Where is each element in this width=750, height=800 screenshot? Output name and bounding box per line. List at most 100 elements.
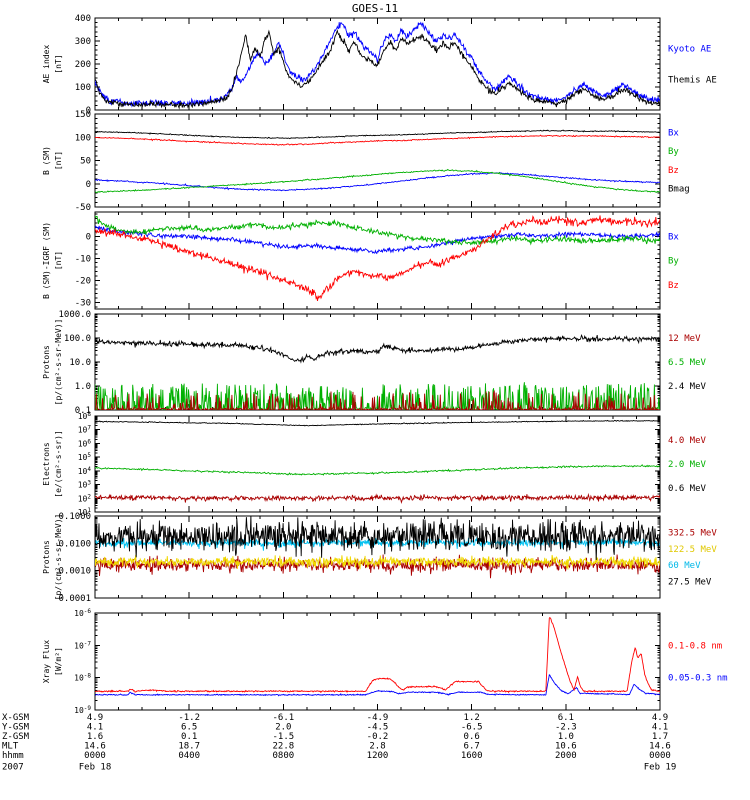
y-tick-label: 1.0 xyxy=(75,382,91,392)
series-by xyxy=(95,215,660,246)
axis-row-value: -4.9 xyxy=(367,713,389,723)
y-axis-label: Protons xyxy=(42,540,51,574)
panel-ae-index: 0 100 200 300 400 Kyoto AE Themis AE AE index [n… xyxy=(42,14,717,116)
y-tick-label: 0.0100 xyxy=(58,539,91,549)
y-tick-label: 50 xyxy=(80,157,91,167)
first-date-label: Feb 18 xyxy=(79,763,112,773)
legend-6.5-mev: 6.5 MeV xyxy=(668,358,707,368)
axis-row-value: 6.1 xyxy=(558,713,574,723)
series-bx xyxy=(95,172,660,192)
axis-row-value: 6.5 xyxy=(181,723,197,733)
series-0.6-mev xyxy=(95,419,660,427)
axis-row-value: 18.7 xyxy=(178,742,200,752)
panel-axes xyxy=(94,515,661,599)
y-tick-label: 10-8 xyxy=(74,673,91,683)
legend-332.5-mev: 332.5 MeV xyxy=(668,528,717,538)
series-4.0-mev xyxy=(95,492,660,505)
y-axis-label: Electrons xyxy=(42,442,51,486)
series-bmag xyxy=(95,129,660,140)
y-axis-units: [p/(cm²-s-sr-MeV)] xyxy=(54,514,63,601)
legend-2.0-mev: 2.0 MeV xyxy=(668,460,707,470)
series-332.5-mev xyxy=(95,554,660,579)
y-tick-label: 0.1000 xyxy=(58,512,91,522)
axis-row-value: -1.2 xyxy=(178,713,200,723)
axis-row-value: 14.6 xyxy=(649,742,671,752)
y-tick-label: 1000.0 xyxy=(58,310,91,320)
axis-row-label: Z-GSM xyxy=(2,732,30,742)
legend-themis-ae: Themis AE xyxy=(668,75,717,85)
legend-2.4-mev: 2.4 MeV xyxy=(668,382,707,392)
y-tick-label: 106 xyxy=(78,438,92,448)
y-tick-label: 0 xyxy=(86,180,91,190)
axis-row-value: -1.5 xyxy=(272,732,294,742)
axis-row-value: 0800 xyxy=(272,751,294,761)
year-label: 2007 xyxy=(2,763,24,773)
y-axis-units: [e/(cm²-s-sr)] xyxy=(54,430,63,497)
axis-row-value: 10.6 xyxy=(555,742,577,752)
last-date-label: Feb 19 xyxy=(644,763,677,773)
legend-60-mev: 60 MeV xyxy=(668,561,701,571)
y-axis-label: Protons xyxy=(42,345,51,379)
legend-122.5-mev: 122.5 MeV xyxy=(668,545,717,555)
y-tick-label: 103 xyxy=(78,480,92,490)
series-2.4-mev xyxy=(95,334,660,364)
legend-0.6-mev: 0.6 MeV xyxy=(668,484,707,494)
panel-b-sm-igrf: -30 -20 -10 0 Bx By Bz B (SM)-IGRF (SM) [nT] xyxy=(42,211,679,310)
axis-row-value: 0000 xyxy=(84,751,106,761)
series-0.05-0.3-nm xyxy=(95,674,660,697)
y-axis-label: Xray Flux xyxy=(42,640,51,684)
legend-bz: Bz xyxy=(668,281,679,291)
axis-row-value: -2.3 xyxy=(555,723,577,733)
series-122.5-mev xyxy=(95,554,660,570)
legend-0.1-0.8-nm: 0.1-0.8 nm xyxy=(668,641,722,651)
legend-by: By xyxy=(668,257,679,267)
axis-row-value: 4.1 xyxy=(87,723,103,733)
axis-row-value: 4.1 xyxy=(652,723,668,733)
legend-bmag: Bmag xyxy=(668,184,690,194)
axis-row-label: MLT xyxy=(2,742,19,752)
y-tick-label: 0.1 xyxy=(75,406,91,416)
y-tick-label: 150 xyxy=(75,110,91,120)
legend-kyoto-ae: Kyoto AE xyxy=(668,45,711,55)
legend-4.0-mev: 4.0 MeV xyxy=(668,436,707,446)
axis-row-value: 1.2 xyxy=(464,713,480,723)
y-tick-label: 10-7 xyxy=(74,640,91,650)
y-tick-label: 0 xyxy=(86,232,91,242)
panel-xray-flux: 10-9 10-8 10-7 10-6 0.1-0.8 nm 0.05-0.3 nm Xra… xyxy=(42,608,728,715)
y-tick-label: 104 xyxy=(78,466,92,476)
y-tick-label: 108 xyxy=(78,411,92,421)
legend-0.05-0.3-nm: 0.05-0.3 nm xyxy=(668,674,728,684)
axis-row-value: 0400 xyxy=(178,751,200,761)
panel-axes xyxy=(94,612,661,711)
series-bx xyxy=(95,225,660,255)
series-bz xyxy=(95,215,660,301)
axis-row-value: 0000 xyxy=(649,751,671,761)
y-axis-label: B (SM)-IGRF (SM) xyxy=(42,222,51,299)
axis-row-label: Y-GSM xyxy=(2,723,30,733)
panel-axes xyxy=(94,211,661,310)
y-axis-label: AE index xyxy=(42,45,51,84)
y-tick-label: 400 xyxy=(75,14,91,24)
y-tick-label: -10 xyxy=(75,254,91,264)
y-axis-units: [nT] xyxy=(54,151,63,170)
y-axis-units: [p/(cm²-s-sr-MeV)] xyxy=(54,319,63,406)
axis-row-value: 1200 xyxy=(367,751,389,761)
series-themis-ae xyxy=(95,29,660,110)
legend-bz: Bz xyxy=(668,166,679,176)
legend-bx: Bx xyxy=(668,129,679,139)
axis-row-value: 6.7 xyxy=(464,742,480,752)
axis-row-value: 0.6 xyxy=(464,732,480,742)
series-60-mev xyxy=(95,537,660,551)
y-tick-label: 10-9 xyxy=(74,705,91,715)
legend-bx: Bx xyxy=(668,232,679,242)
axis-row-value: 1.7 xyxy=(652,732,668,742)
panel-axes xyxy=(94,113,661,208)
y-tick-label: 0.0010 xyxy=(58,567,91,577)
series-27.5-mev xyxy=(95,516,660,561)
y-tick-label: 0.0001 xyxy=(58,594,91,604)
chart-title: GOES-11 xyxy=(351,2,399,15)
panel-electrons: 101 102 103 104 105 106 107 108 4.0 MeV 2.0 MeV 0.… xyxy=(42,411,707,517)
panel-axes xyxy=(94,415,661,513)
axis-row-label: X-GSM xyxy=(2,713,30,723)
